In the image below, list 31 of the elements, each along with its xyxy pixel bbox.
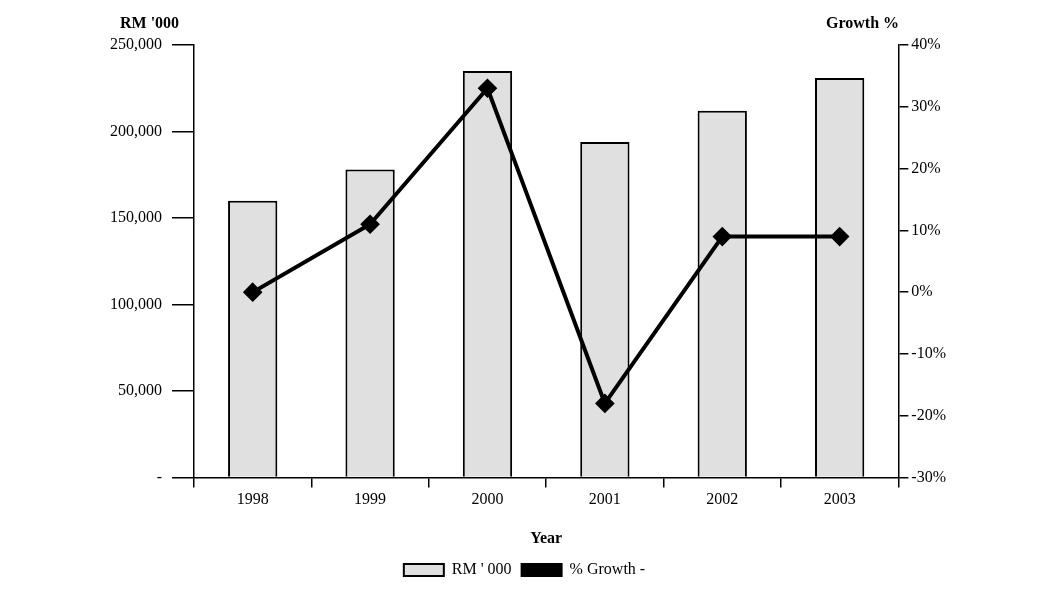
x-tick-label: 2003 [823,490,856,508]
y2-tick-label: 40% [911,35,941,53]
y2-tick-label: -10% [911,344,946,362]
y2-tick-label: 30% [911,97,941,114]
y-tick-label: 150,000 [110,208,162,226]
y2-tick-label: -20% [911,406,946,423]
point [830,227,849,246]
y2-tick-label: -30% [911,467,946,485]
legend-label: RM ' 000 [451,560,512,578]
x-tick-label: 1999 [354,490,387,508]
point [713,227,732,246]
y-tick-label: - [156,467,162,485]
point [595,394,614,413]
y-axis-title: RM '000 [120,14,180,32]
x-tick-label: 2001 [588,490,621,508]
x-tick-label: 1998 [236,490,269,508]
x-axis-title: Year [530,528,563,546]
point [361,215,380,234]
x-tick-label: 2000 [471,490,504,508]
y-tick-label: 200,000 [110,121,162,139]
y2-tick-label: 20% [911,158,941,176]
y2-tick-label: 0% [911,282,933,300]
point [243,283,262,302]
y-tick-label: 100,000 [110,294,162,312]
y-tick-label: 50,000 [118,381,162,399]
x-tick-label: 2002 [706,490,739,508]
point [478,79,497,98]
legend-label: % Growth - [569,560,646,578]
y-tick-label: 250,000 [110,35,162,53]
y2-axis-title: Growth % [826,14,900,32]
y2-tick-label: 10% [911,220,941,238]
